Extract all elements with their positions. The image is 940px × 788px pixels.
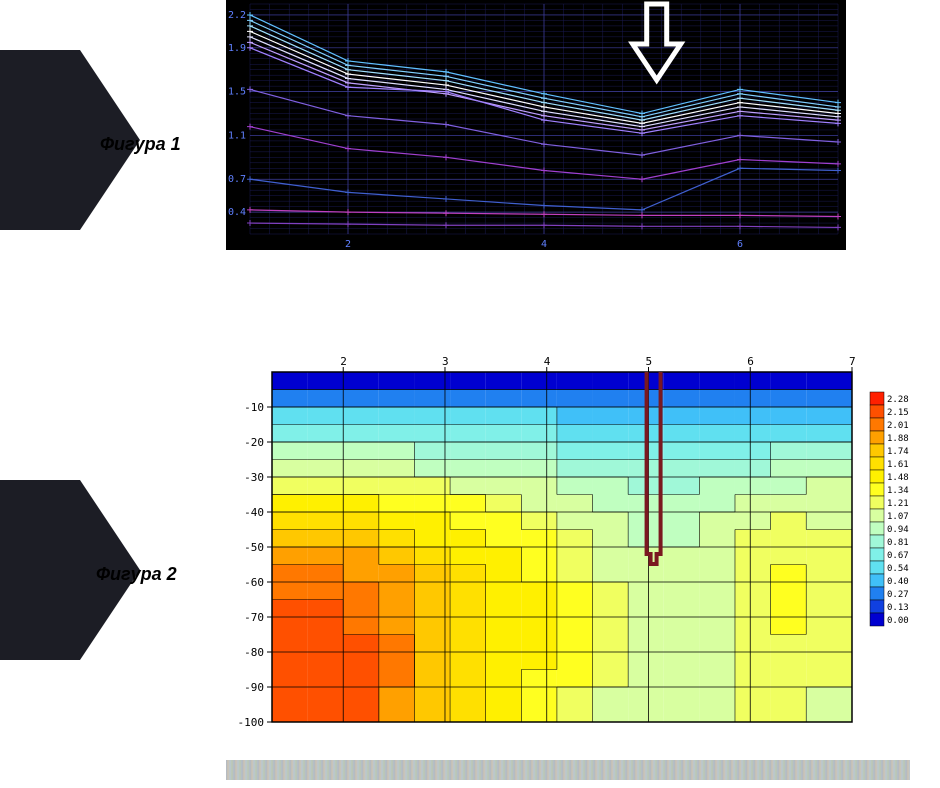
svg-text:6: 6 [747, 356, 754, 368]
svg-text:0.94: 0.94 [887, 525, 909, 535]
svg-text:2.15: 2.15 [887, 408, 909, 418]
svg-text:1.48: 1.48 [887, 473, 909, 483]
svg-text:1.5: 1.5 [228, 87, 246, 98]
svg-text:1.34: 1.34 [887, 486, 909, 496]
svg-text:-90: -90 [244, 681, 264, 694]
svg-text:0.13: 0.13 [887, 603, 909, 613]
svg-text:0.54: 0.54 [887, 564, 909, 574]
svg-text:2: 2 [340, 356, 347, 368]
svg-text:1.07: 1.07 [887, 512, 909, 522]
arrow-shape-1 [0, 50, 80, 230]
svg-text:-30: -30 [244, 471, 264, 484]
svg-text:-100: -100 [238, 716, 265, 729]
noise-bar [226, 760, 910, 780]
svg-text:-70: -70 [244, 611, 264, 624]
svg-text:0.00: 0.00 [887, 616, 909, 626]
arrow-shape-2 [0, 480, 80, 660]
chart2: 2 3 4 5 6 7 -10 -20 -30 -40 -50 -60 -70 -80 -90 -100 2.2… [226, 356, 910, 736]
svg-text:1.9: 1.9 [228, 43, 246, 54]
svg-text:1.1: 1.1 [228, 130, 246, 141]
svg-text:2: 2 [345, 239, 351, 250]
svg-text:2.2: 2.2 [228, 10, 246, 21]
svg-text:1.21: 1.21 [887, 499, 909, 509]
svg-text:2.01: 2.01 [887, 421, 909, 431]
figure1-label: Фигура 1 [100, 134, 181, 155]
svg-text:-10: -10 [244, 401, 264, 414]
svg-text:1.61: 1.61 [887, 460, 909, 470]
svg-text:4: 4 [541, 239, 547, 250]
svg-text:1.74: 1.74 [887, 447, 909, 457]
svg-text:-50: -50 [244, 541, 264, 554]
svg-text:0.67: 0.67 [887, 551, 909, 561]
svg-text:6: 6 [737, 239, 743, 250]
chart2-svg: 2 3 4 5 6 7 -10 -20 -30 -40 -50 -60 -70 -80 -90 -100 2.2… [226, 356, 910, 736]
svg-text:-20: -20 [244, 436, 264, 449]
chart1: 0.4 0.7 1.1 1.5 1.9 2.2 2 4 6 [226, 0, 846, 250]
svg-text:-80: -80 [244, 646, 264, 659]
svg-text:0.4: 0.4 [228, 207, 246, 218]
svg-text:4: 4 [544, 356, 551, 368]
chart1-svg: 0.4 0.7 1.1 1.5 1.9 2.2 2 4 6 [226, 0, 846, 250]
svg-text:3: 3 [442, 356, 449, 368]
svg-text:-60: -60 [244, 576, 264, 589]
svg-text:5: 5 [645, 356, 652, 368]
svg-text:0.27: 0.27 [887, 590, 909, 600]
svg-text:-40: -40 [244, 506, 264, 519]
svg-text:2.28: 2.28 [887, 395, 909, 405]
svg-text:0.81: 0.81 [887, 538, 909, 548]
svg-text:7: 7 [849, 356, 856, 368]
svg-text:0.7: 0.7 [228, 174, 246, 185]
svg-text:1.88: 1.88 [887, 434, 909, 444]
figure2-label: Фигура 2 [96, 564, 177, 585]
svg-text:0.40: 0.40 [887, 577, 909, 587]
